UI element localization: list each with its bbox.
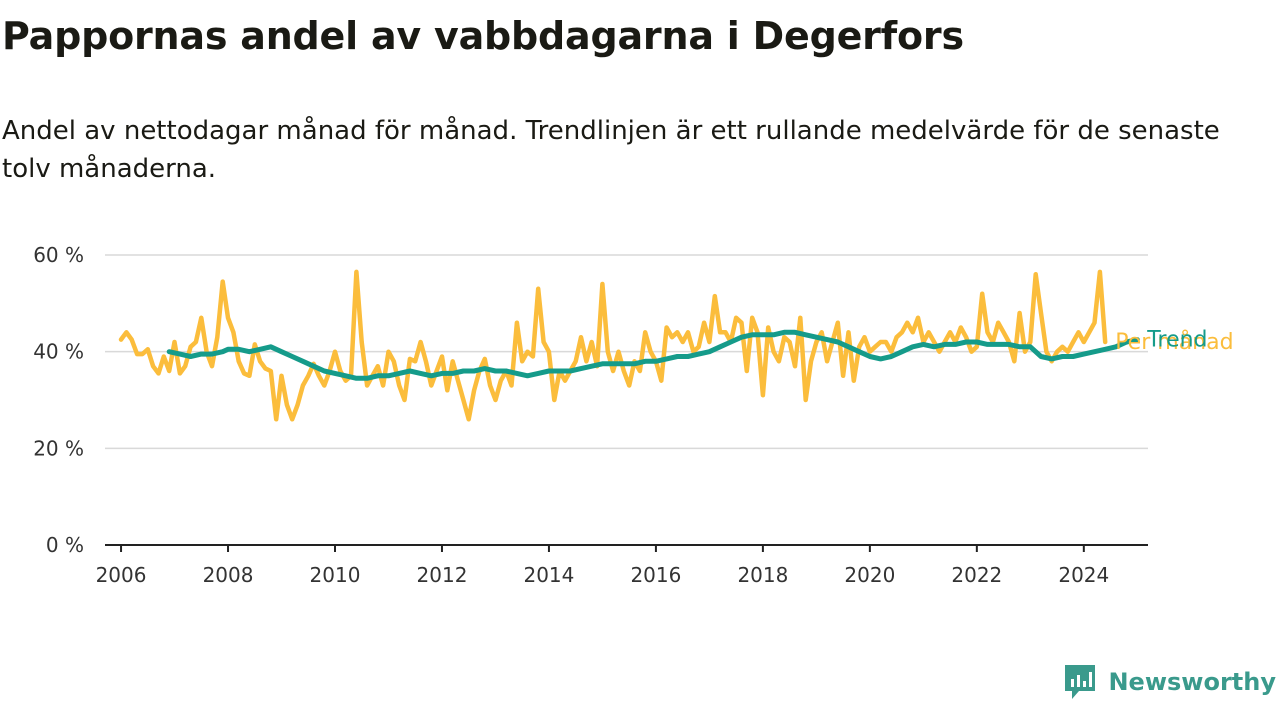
newsworthy-logo-icon	[1065, 665, 1096, 699]
x-tick-label: 2024	[1058, 563, 1109, 587]
series-lines	[118, 269, 1140, 422]
chart-subtitle: Andel av nettodagar månad för månad. Tre…	[2, 116, 1220, 184]
x-tick-label: 2008	[203, 563, 254, 587]
chart-title: Pappornas andel av vabbdagarna i Degerfo…	[2, 14, 964, 58]
x-tick-label: 2014	[523, 563, 574, 587]
brand-name: Newsworthy	[1108, 668, 1276, 696]
y-tick-label: 0 %	[46, 533, 84, 557]
brand: Newsworthy	[1062, 662, 1276, 702]
gridlines	[105, 254, 1148, 450]
x-tick-label: 2018	[737, 563, 788, 587]
y-axis-ticks: 0 % 20 % 40 % 60 %	[33, 243, 84, 557]
x-tick-label: 2020	[844, 563, 895, 587]
x-tick-label: 2006	[96, 563, 147, 587]
x-axis: 2006 2008 2010 2012 2014 2016 2018 2020 2022 2024	[96, 544, 1148, 587]
y-tick-label: 40 %	[33, 340, 84, 364]
x-tick-label: 2016	[630, 563, 681, 587]
series-line	[166, 329, 1140, 381]
x-tick-label: 2010	[310, 563, 361, 587]
x-tick-label: 2012	[417, 563, 468, 587]
series-line	[118, 269, 1108, 422]
series-label: Per månad	[1115, 329, 1233, 355]
x-tick-label: 2022	[951, 563, 1002, 587]
y-tick-label: 60 %	[33, 243, 84, 267]
series-label: Trend	[1146, 328, 1207, 353]
y-tick-label: 20 %	[33, 436, 84, 460]
line-chart: 0 % 20 % 40 % 60 % 2006 2008 2010 2012 2014 2016…	[33, 243, 1233, 587]
